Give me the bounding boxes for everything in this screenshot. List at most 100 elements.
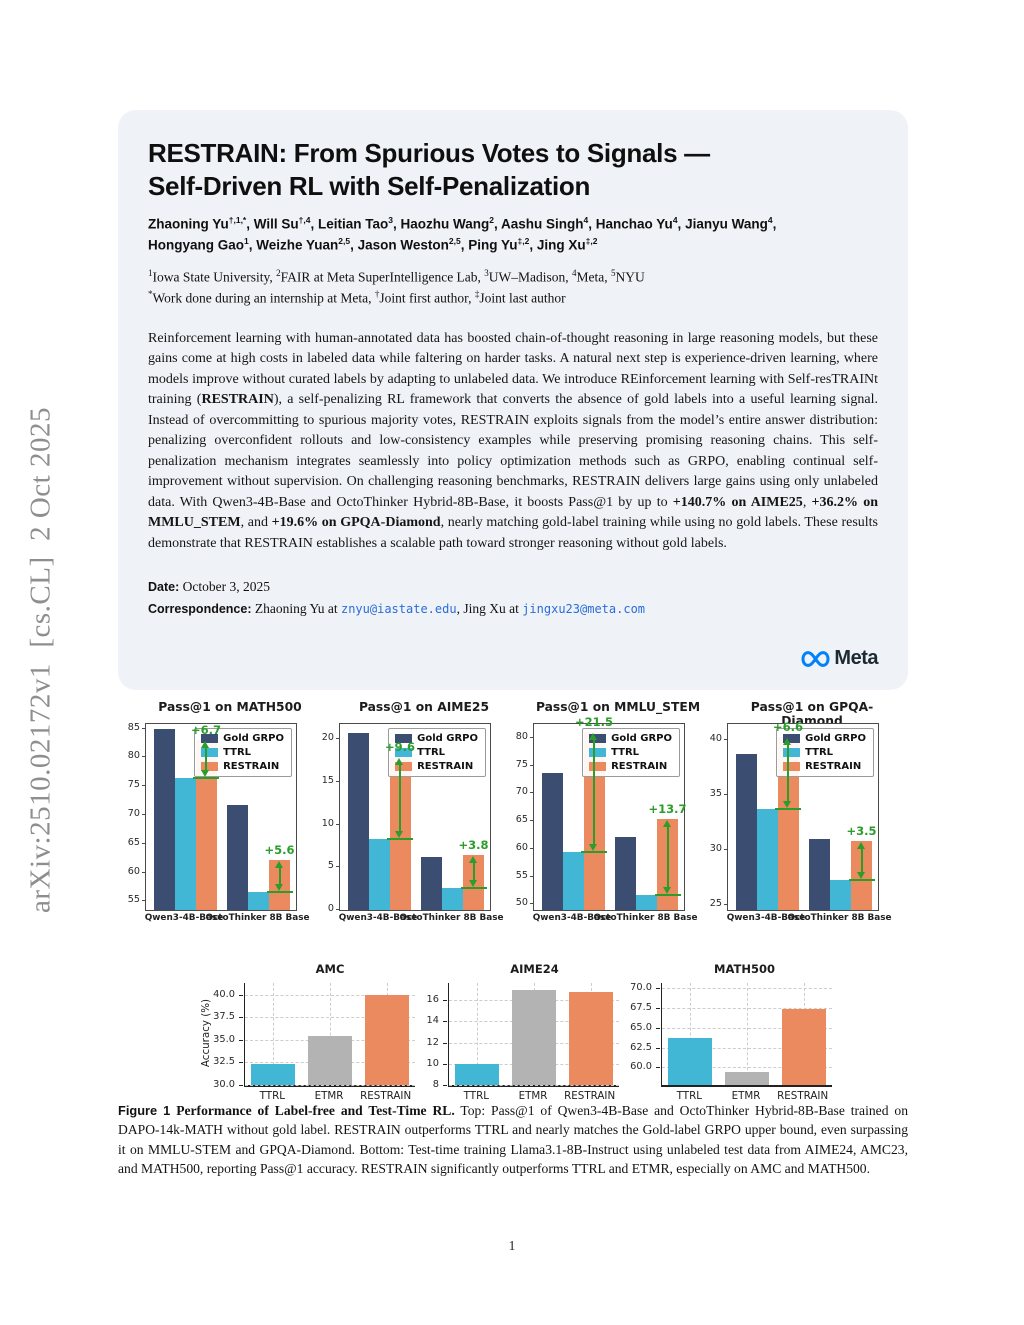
legend-label: RESTRAIN bbox=[223, 761, 280, 772]
correspondence-row: Correspondence: Zhaoning Yu at znyu@iast… bbox=[148, 598, 878, 620]
y-tick-label: 12 bbox=[426, 1036, 439, 1048]
y-tick-label: 75 bbox=[515, 758, 528, 770]
x-tick-label: ETMR bbox=[731, 1090, 761, 1102]
y-tick-label: 65.0 bbox=[630, 1021, 652, 1033]
legend-label: Gold GRPO bbox=[417, 733, 478, 744]
chart-plot-area bbox=[448, 983, 619, 1087]
author-affil-marker: ‡,2 bbox=[517, 235, 530, 246]
figure-label: Figure 1 bbox=[118, 1103, 171, 1118]
abstract-text: , and bbox=[240, 515, 272, 531]
y-tick-label: 67.5 bbox=[630, 1001, 652, 1013]
x-tick-label: RESTRAIN bbox=[777, 1090, 829, 1102]
y-tick-label: 50 bbox=[515, 897, 528, 909]
bar-ttrl bbox=[636, 895, 657, 910]
chart-title: AIME24 bbox=[510, 962, 559, 976]
chart-title: AMC bbox=[315, 962, 345, 976]
gridline-horizontal bbox=[449, 1085, 619, 1086]
legend-swatch-gold-grpo bbox=[783, 734, 801, 743]
legend-entry: TTRL bbox=[395, 747, 478, 758]
annotation-delta-label: +5.6 bbox=[264, 842, 295, 857]
author-list: Zhaoning Yu†,1,*, Will Su†,4, Leitian Ta… bbox=[148, 214, 878, 257]
y-tick-mark bbox=[530, 764, 533, 766]
bar-ttrl bbox=[830, 880, 851, 910]
y-tick-label: 8 bbox=[432, 1079, 439, 1090]
author-affil-marker: 4 bbox=[583, 214, 589, 225]
legend-swatch-gold-grpo bbox=[589, 734, 607, 743]
chart-title: Pass@1 on MMLU_STEM bbox=[535, 700, 701, 714]
annotation-delta-label: +6.7 bbox=[190, 722, 221, 737]
legend-entry: TTRL bbox=[201, 747, 284, 758]
y-tick-mark bbox=[443, 1021, 447, 1023]
bar-restrain bbox=[195, 739, 217, 910]
legend-entry: TTRL bbox=[589, 747, 672, 758]
annotation-arrow-line bbox=[399, 763, 401, 834]
author-name: Jianyu Wang bbox=[685, 216, 768, 232]
paper-title-line1: RESTRAIN: From Spurious Votes to Signals… bbox=[148, 138, 710, 168]
author-name: Jason Weston bbox=[357, 237, 449, 253]
legend-swatch-restrain bbox=[395, 762, 413, 771]
bar-etmr bbox=[308, 1036, 352, 1085]
paper-title: RESTRAIN: From Spurious Votes to Signals… bbox=[148, 137, 878, 204]
legend-box: Gold GRPO TTRL RESTRAIN bbox=[582, 728, 680, 777]
bar-ttrl bbox=[174, 778, 196, 910]
y-tick-mark bbox=[530, 875, 533, 877]
author-name: Haozhu Wang bbox=[400, 216, 490, 232]
legend-entry: Gold GRPO bbox=[395, 733, 478, 744]
abstract: Reinforcement learning with human-annota… bbox=[148, 329, 878, 555]
legend-label: Gold GRPO bbox=[223, 733, 284, 744]
bar-ttrl bbox=[756, 809, 778, 910]
y-tick-label: 65 bbox=[515, 814, 528, 826]
gridline-horizontal bbox=[245, 1085, 415, 1086]
author-affil-marker: 4 bbox=[672, 214, 678, 225]
chart-plot-area: +9.6 +3.8 Gold GRPO TTRL RESTRAIN bbox=[339, 723, 491, 911]
email-link[interactable]: jingxu23@meta.com bbox=[522, 601, 646, 616]
correspondence-label: Correspondence: bbox=[148, 601, 252, 616]
arxiv-watermark: arXiv:2510.02172v1 [cs.CL] 2 Oct 2025 bbox=[24, 407, 57, 913]
x-tick-label: ETMR bbox=[314, 1090, 344, 1102]
y-tick-mark bbox=[142, 813, 145, 815]
gridline-vertical bbox=[330, 983, 331, 1085]
annotation-arrowhead-up bbox=[468, 856, 477, 864]
y-tick-label: 80 bbox=[127, 750, 140, 762]
bar-etmr bbox=[512, 990, 556, 1085]
legend-label: TTRL bbox=[611, 747, 640, 758]
annotation-arrowhead-down bbox=[468, 879, 477, 887]
y-tick-mark bbox=[656, 987, 660, 989]
annotation-arrowhead-up bbox=[274, 860, 283, 868]
y-tick-mark bbox=[443, 1000, 447, 1001]
annotation-arrowhead-down bbox=[589, 843, 597, 851]
chart-body: +6.7 +5.6 Gold GRPO TTRL RESTRAIN 55 60 65 70 75 8… bbox=[121, 722, 315, 937]
y-tick-label: 10 bbox=[321, 817, 334, 829]
bar-ttrl bbox=[668, 1037, 713, 1085]
abstract-text: Reinforcement learning with human-annota… bbox=[148, 330, 878, 408]
annotation-baseline bbox=[775, 808, 801, 811]
bar-restrain bbox=[364, 994, 409, 1085]
y-tick-mark bbox=[336, 866, 339, 868]
chart-pass-1-on-gpqa-diamond: Pass@1 on GPQA-Diamond +6.6 +3.5 Gold GRPO T… bbox=[703, 700, 897, 937]
y-tick-label: 35.0 bbox=[213, 1033, 235, 1045]
y-tick-mark bbox=[530, 820, 533, 822]
y-tick-label: 62.5 bbox=[630, 1041, 652, 1053]
y-tick-label: 70.0 bbox=[630, 981, 652, 993]
annotation-baseline bbox=[266, 891, 293, 894]
page-number: 1 bbox=[508, 1238, 516, 1253]
author-affil-marker: 3 bbox=[388, 214, 393, 225]
legend-label: TTRL bbox=[805, 747, 834, 758]
author-affil-marker: ‡,2 bbox=[585, 235, 598, 246]
meta-infinity-icon bbox=[801, 650, 830, 667]
email-link[interactable]: znyu@iastate.edu bbox=[340, 601, 457, 616]
author-name: Jing Xu bbox=[536, 237, 586, 253]
legend-entry: RESTRAIN bbox=[395, 761, 478, 772]
x-tick-label: OctoThinker 8B Base bbox=[593, 913, 698, 923]
annotation-arrowhead-up bbox=[395, 758, 403, 766]
chart-math500: MATH500 60.0 62.5 65.0 67.5 70.0 TTRL ETMR RESTR… bbox=[621, 962, 832, 1115]
y-tick-label: 5 bbox=[327, 860, 334, 872]
bar-restrain bbox=[777, 737, 799, 910]
y-tick-label: 60 bbox=[127, 865, 140, 877]
affil-marker: 2 bbox=[276, 268, 281, 279]
x-tick-label: Qwen3-4B-Base bbox=[338, 913, 418, 923]
y-tick-mark bbox=[142, 785, 145, 787]
figure-caption: Figure 1 Performance of Label-free and T… bbox=[118, 1101, 908, 1178]
annotation-arrow-line bbox=[472, 861, 475, 882]
x-tick-label: TTRL bbox=[259, 1090, 285, 1102]
